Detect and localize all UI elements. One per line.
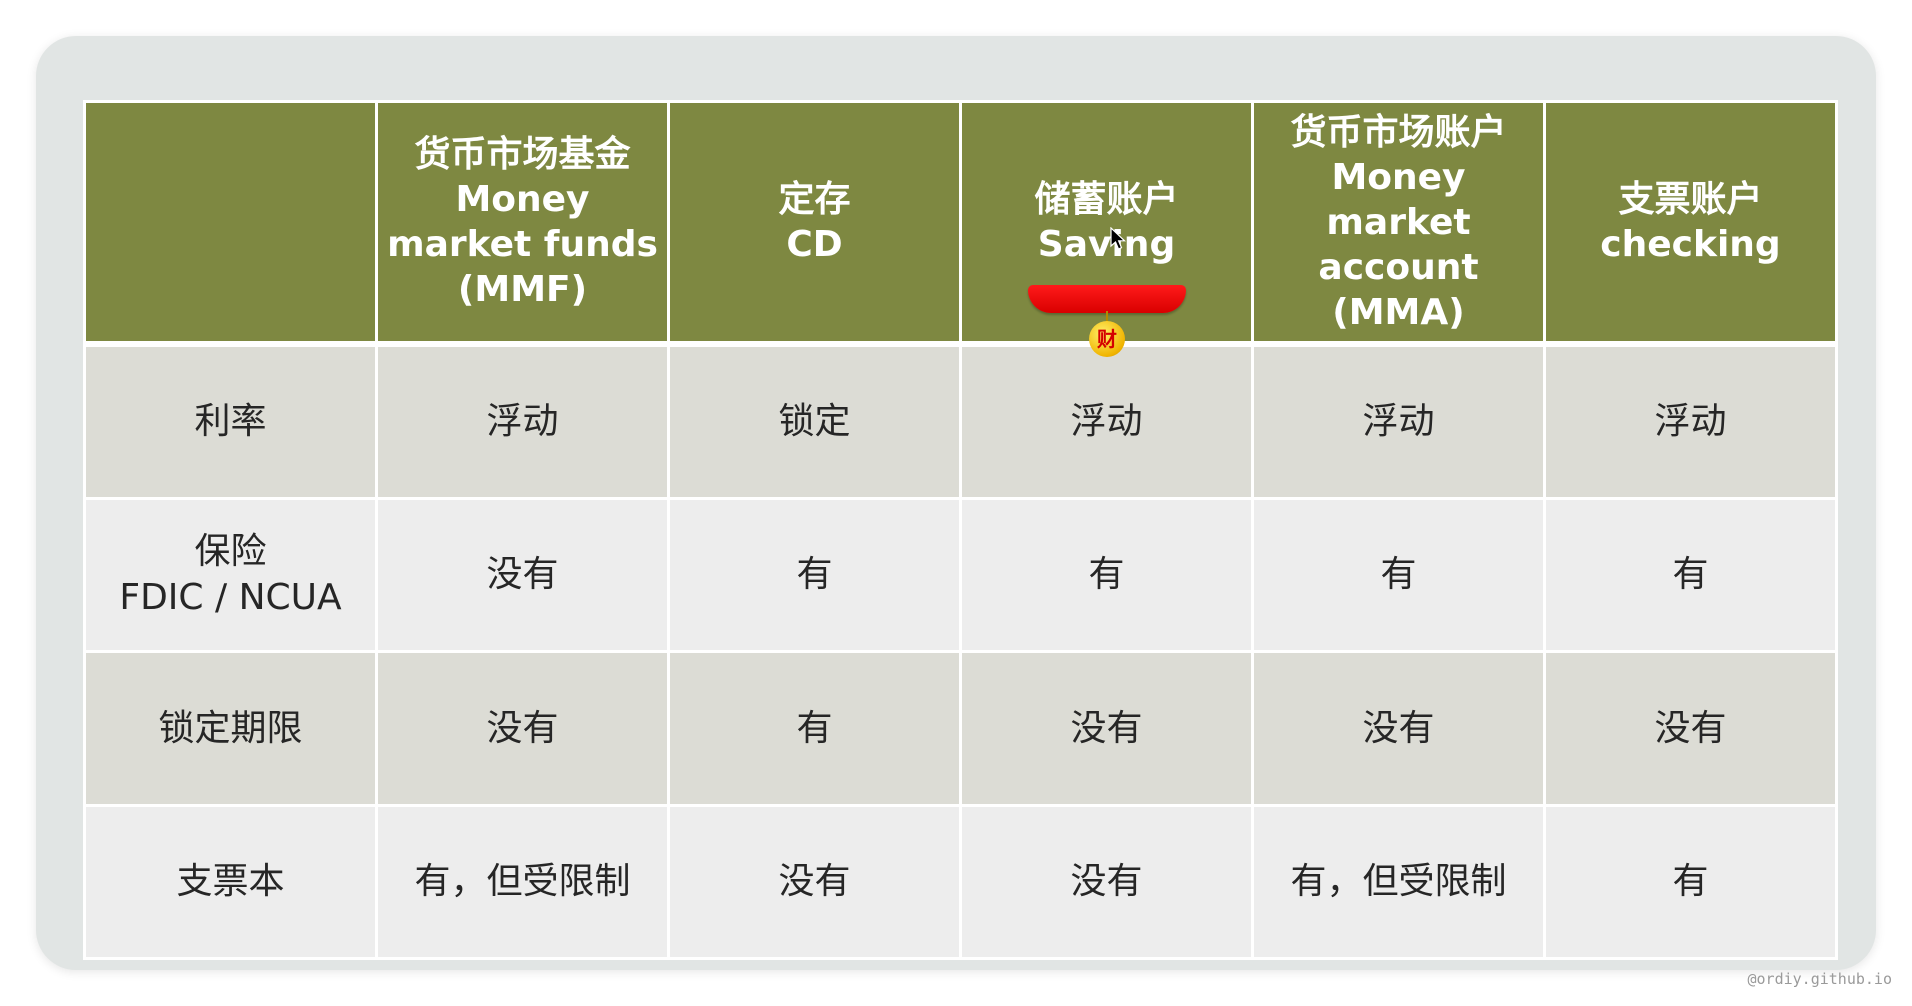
table-cell: 锁定 bbox=[667, 342, 962, 501]
header-line: market bbox=[1326, 201, 1471, 243]
table-cell: 有 bbox=[1251, 497, 1546, 654]
row-label-cell: 保险 FDIC / NCUA bbox=[83, 497, 378, 654]
header-line: (MMF) bbox=[457, 269, 588, 310]
row-label: 锁定期限 bbox=[158, 707, 303, 749]
table-cell: 有，但受限制 bbox=[375, 803, 670, 961]
table-cell: 没有 bbox=[375, 497, 670, 654]
header-line: market funds bbox=[387, 224, 658, 265]
header-line: account bbox=[1318, 246, 1479, 288]
table-cell: 没有 bbox=[1251, 650, 1546, 807]
coin-string bbox=[1106, 311, 1108, 323]
header-line: CD bbox=[786, 224, 843, 265]
header-cell-checking: 支票账户 checking bbox=[1543, 100, 1838, 347]
row-label-cell: 锁定期限 bbox=[83, 650, 378, 807]
table-cell: 有，但受限制 bbox=[1251, 803, 1546, 961]
header-line: 储蓄账户 bbox=[1034, 179, 1179, 220]
header-cell-mmf: 货币市场基金 Money market funds (MMF) bbox=[375, 100, 670, 347]
red-ribbon-icon bbox=[1028, 285, 1186, 313]
table-cell: 有 bbox=[1543, 803, 1838, 961]
header-line: 支票账户 bbox=[1618, 179, 1763, 220]
watermark: @ordiy.github.io bbox=[1747, 970, 1893, 988]
row-label: 保险 bbox=[194, 531, 267, 573]
table-cell: 没有 bbox=[1543, 650, 1838, 807]
header-line: Money bbox=[1331, 156, 1466, 198]
slide-frame: 货币市场基金 Money market funds (MMF) 定存 CD 储蓄… bbox=[36, 36, 1876, 970]
table-row-interest-rate: 利率 浮动 锁定 浮动 浮动 浮动 bbox=[83, 342, 1838, 501]
header-line: 货币市场账户 bbox=[1290, 111, 1507, 153]
table-cell: 没有 bbox=[375, 650, 670, 807]
table-cell: 没有 bbox=[667, 803, 962, 961]
comparison-table: 货币市场基金 Money market funds (MMF) 定存 CD 储蓄… bbox=[83, 100, 1838, 961]
row-label-cell: 利率 bbox=[83, 342, 378, 501]
gold-coin-icon: 财 bbox=[1089, 321, 1125, 357]
mouse-pointer-icon bbox=[1110, 227, 1126, 250]
table-cell: 有 bbox=[667, 497, 962, 654]
table-row-insurance: 保险 FDIC / NCUA 没有 有 有 有 有 bbox=[83, 497, 1838, 654]
header-cell-saving: 储蓄账户 Saving 财 bbox=[959, 100, 1254, 357]
table-row-checkbook: 支票本 有，但受限制 没有 没有 有，但受限制 有 bbox=[83, 803, 1838, 961]
table-cell: 有 bbox=[959, 497, 1254, 654]
table-cell: 浮动 bbox=[959, 342, 1254, 501]
header-cell-cd: 定存 CD bbox=[667, 100, 962, 347]
header-line: Money bbox=[455, 179, 590, 220]
row-label: 支票本 bbox=[176, 860, 285, 902]
header-line: 定存 bbox=[778, 179, 851, 220]
row-label: 利率 bbox=[194, 401, 267, 443]
header-line: 货币市场基金 bbox=[414, 134, 631, 175]
table-cell: 浮动 bbox=[1251, 342, 1546, 501]
table-cell: 浮动 bbox=[1543, 342, 1838, 501]
header-cell-empty bbox=[83, 100, 378, 347]
header-cell-mma: 货币市场账户 Money market account (MMA) bbox=[1251, 100, 1546, 347]
header-line: (MMA) bbox=[1332, 291, 1465, 333]
header-line: Saving bbox=[1037, 224, 1176, 265]
row-label: FDIC / NCUA bbox=[119, 577, 342, 619]
table-row-lock-term: 锁定期限 没有 有 没有 没有 没有 bbox=[83, 650, 1838, 807]
header-line: checking bbox=[1600, 224, 1781, 265]
table-cell: 有 bbox=[667, 650, 962, 807]
table-cell: 没有 bbox=[959, 803, 1254, 961]
header-row: 货币市场基金 Money market funds (MMF) 定存 CD 储蓄… bbox=[83, 100, 1838, 357]
row-label-cell: 支票本 bbox=[83, 803, 378, 961]
table-cell: 有 bbox=[1543, 497, 1838, 654]
table-cell: 浮动 bbox=[375, 342, 670, 501]
table-cell: 没有 bbox=[959, 650, 1254, 807]
